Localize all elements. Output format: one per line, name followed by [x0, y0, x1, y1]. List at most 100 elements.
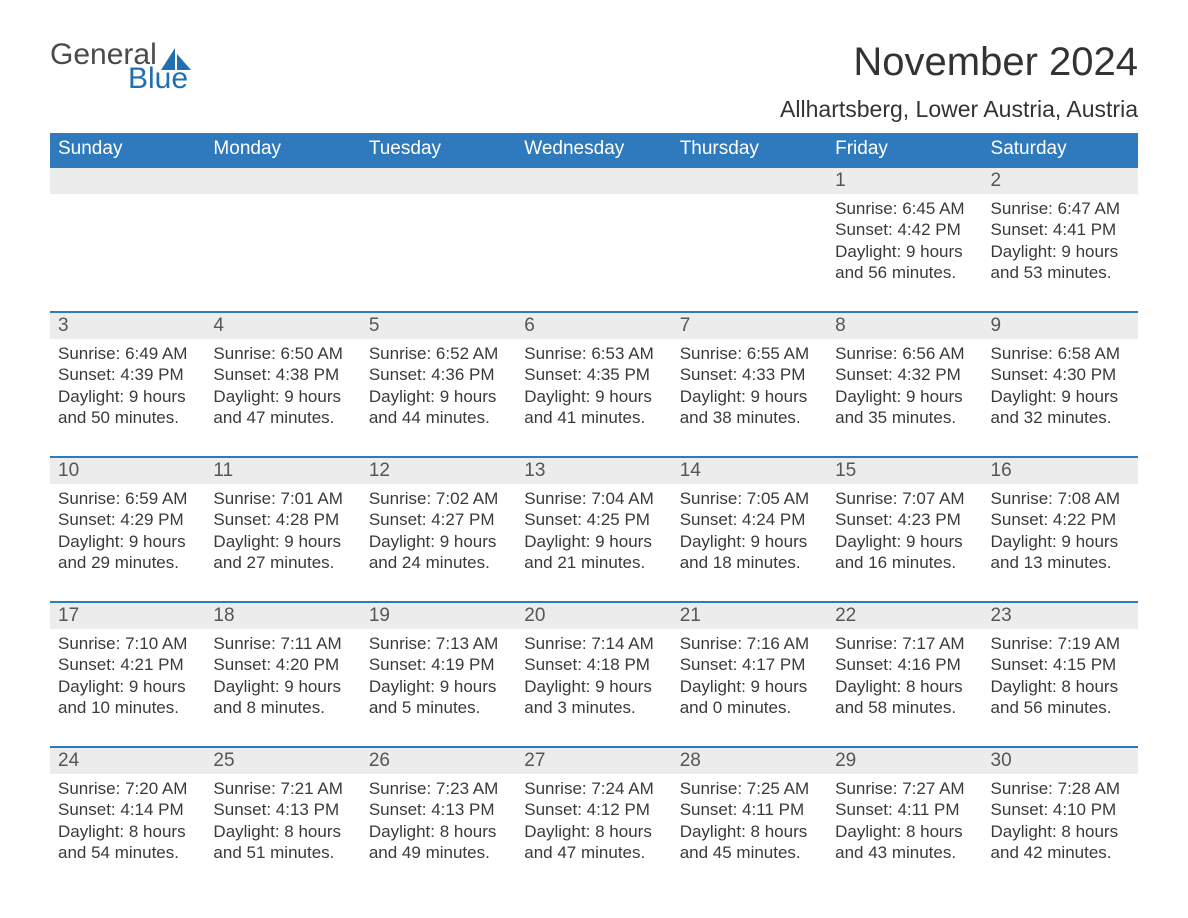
day-body: Sunrise: 7:01 AMSunset: 4:28 PMDaylight:… [205, 484, 360, 573]
day-body: Sunrise: 7:04 AMSunset: 4:25 PMDaylight:… [516, 484, 671, 573]
day-cell: 26Sunrise: 7:23 AMSunset: 4:13 PMDayligh… [361, 748, 516, 863]
sunset-text: Sunset: 4:35 PM [524, 364, 663, 385]
day-cell: 4Sunrise: 6:50 AMSunset: 4:38 PMDaylight… [205, 313, 360, 428]
day-cell [205, 168, 360, 283]
sunset-text: Sunset: 4:23 PM [835, 509, 974, 530]
sunrise-text: Sunrise: 6:55 AM [680, 343, 819, 364]
day-number: 10 [50, 458, 205, 484]
day-body: Sunrise: 7:10 AMSunset: 4:21 PMDaylight:… [50, 629, 205, 718]
week-row: 10Sunrise: 6:59 AMSunset: 4:29 PMDayligh… [50, 456, 1138, 573]
sunrise-text: Sunrise: 6:56 AM [835, 343, 974, 364]
day-body: Sunrise: 7:23 AMSunset: 4:13 PMDaylight:… [361, 774, 516, 863]
day-cell: 15 Sunrise: 7:07 AMSunset: 4:23 PMDayligh… [827, 458, 982, 573]
day-number: 5 [361, 313, 516, 339]
day-body: Sunrise: 6:52 AMSunset: 4:36 PMDaylight:… [361, 339, 516, 428]
daylight-text: Daylight: 8 hours and 58 minutes. [835, 676, 974, 719]
day-number: 19 [361, 603, 516, 629]
sunset-text: Sunset: 4:17 PM [680, 654, 819, 675]
daylight-text: Daylight: 8 hours and 56 minutes. [991, 676, 1130, 719]
daylight-text: Daylight: 9 hours and 21 minutes. [524, 531, 663, 574]
day-body: Sunrise: 7:24 AMSunset: 4:12 PMDaylight:… [516, 774, 671, 863]
sunrise-text: Sunrise: 6:47 AM [991, 198, 1130, 219]
daylight-text: Daylight: 9 hours and 27 minutes. [213, 531, 352, 574]
daylight-text: Daylight: 9 hours and 44 minutes. [369, 386, 508, 429]
day-cell: 6Sunrise: 6:53 AMSunset: 4:35 PMDaylight… [516, 313, 671, 428]
day-number: 30 [983, 748, 1138, 774]
day-cell: 7Sunrise: 6:55 AMSunset: 4:33 PMDaylight… [672, 313, 827, 428]
week-row: 24Sunrise: 7:20 AMSunset: 4:14 PMDayligh… [50, 746, 1138, 863]
sunrise-text: Sunrise: 7:17 AM [835, 633, 974, 654]
daylight-text: Daylight: 9 hours and 29 minutes. [58, 531, 197, 574]
day-body: Sunrise: 7:11 AMSunset: 4:20 PMDaylight:… [205, 629, 360, 718]
daylight-text: Daylight: 9 hours and 5 minutes. [369, 676, 508, 719]
day-cell: 25Sunrise: 7:21 AMSunset: 4:13 PMDayligh… [205, 748, 360, 863]
day-number: 21 [672, 603, 827, 629]
sunrise-text: Sunrise: 7:23 AM [369, 778, 508, 799]
day-cell: 18Sunrise: 7:11 AMSunset: 4:20 PMDayligh… [205, 603, 360, 718]
daylight-text: Daylight: 9 hours and 53 minutes. [991, 241, 1130, 284]
day-cell: 23Sunrise: 7:19 AMSunset: 4:15 PMDayligh… [983, 603, 1138, 718]
sunset-text: Sunset: 4:14 PM [58, 799, 197, 820]
day-number: 12 [361, 458, 516, 484]
day-number: 9 [983, 313, 1138, 339]
weekday-header-row: SundayMondayTuesdayWednesdayThursdayFrid… [50, 133, 1138, 166]
day-number: 23 [983, 603, 1138, 629]
day-cell: 29Sunrise: 7:27 AMSunset: 4:11 PMDayligh… [827, 748, 982, 863]
sunset-text: Sunset: 4:20 PM [213, 654, 352, 675]
day-body [516, 194, 671, 198]
sunrise-text: Sunrise: 7:10 AM [58, 633, 197, 654]
day-number: 29 [827, 748, 982, 774]
sunset-text: Sunset: 4:13 PM [213, 799, 352, 820]
day-cell [672, 168, 827, 283]
day-body: Sunrise: 7:20 AMSunset: 4:14 PMDaylight:… [50, 774, 205, 863]
daylight-text: Daylight: 8 hours and 51 minutes. [213, 821, 352, 864]
day-number: 14 [672, 458, 827, 484]
sunrise-text: Sunrise: 6:53 AM [524, 343, 663, 364]
day-body: Sunrise: 6:47 AMSunset: 4:41 PMDaylight:… [983, 194, 1138, 283]
day-number: 17 [50, 603, 205, 629]
sunrise-text: Sunrise: 7:05 AM [680, 488, 819, 509]
day-body: Sunrise: 6:55 AMSunset: 4:33 PMDaylight:… [672, 339, 827, 428]
sunrise-text: Sunrise: 7:07 AM [835, 488, 974, 509]
day-cell: 21Sunrise: 7:16 AMSunset: 4:17 PMDayligh… [672, 603, 827, 718]
day-number: 27 [516, 748, 671, 774]
header-row: General Blue November 2024 Allhartsberg,… [50, 40, 1138, 123]
daylight-text: Daylight: 9 hours and 24 minutes. [369, 531, 508, 574]
day-cell: 19Sunrise: 7:13 AMSunset: 4:19 PMDayligh… [361, 603, 516, 718]
sunset-text: Sunset: 4:11 PM [680, 799, 819, 820]
day-number: 25 [205, 748, 360, 774]
sunrise-text: Sunrise: 6:49 AM [58, 343, 197, 364]
day-cell: 14Sunrise: 7:05 AMSunset: 4:24 PMDayligh… [672, 458, 827, 573]
day-cell: 12Sunrise: 7:02 AMSunset: 4:27 PMDayligh… [361, 458, 516, 573]
day-body: Sunrise: 6:49 AMSunset: 4:39 PMDaylight:… [50, 339, 205, 428]
sunrise-text: Sunrise: 7:16 AM [680, 633, 819, 654]
day-number: 15 [827, 458, 982, 484]
weekday-header-cell: Saturday [983, 133, 1138, 166]
daylight-text: Daylight: 9 hours and 56 minutes. [835, 241, 974, 284]
day-body [50, 194, 205, 198]
day-cell: 2Sunrise: 6:47 AMSunset: 4:41 PMDaylight… [983, 168, 1138, 283]
month-title: November 2024 [780, 40, 1138, 84]
day-body: Sunrise: 7:17 AMSunset: 4:16 PMDaylight:… [827, 629, 982, 718]
day-body: Sunrise: 7:25 AMSunset: 4:11 PMDaylight:… [672, 774, 827, 863]
daylight-text: Daylight: 9 hours and 50 minutes. [58, 386, 197, 429]
sunset-text: Sunset: 4:11 PM [835, 799, 974, 820]
day-body: Sunrise: 7:08 AMSunset: 4:22 PMDaylight:… [983, 484, 1138, 573]
week-row: 17Sunrise: 7:10 AMSunset: 4:21 PMDayligh… [50, 601, 1138, 718]
day-cell: 22Sunrise: 7:17 AMSunset: 4:16 PMDayligh… [827, 603, 982, 718]
day-number: 4 [205, 313, 360, 339]
day-body: Sunrise: 6:50 AMSunset: 4:38 PMDaylight:… [205, 339, 360, 428]
day-body: Sunrise: 7:13 AMSunset: 4:19 PMDaylight:… [361, 629, 516, 718]
day-number: 6 [516, 313, 671, 339]
daylight-text: Daylight: 9 hours and 8 minutes. [213, 676, 352, 719]
sunrise-text: Sunrise: 7:27 AM [835, 778, 974, 799]
day-number: 26 [361, 748, 516, 774]
daylight-text: Daylight: 9 hours and 16 minutes. [835, 531, 974, 574]
daylight-text: Daylight: 9 hours and 32 minutes. [991, 386, 1130, 429]
day-body: Sunrise: 7:02 AMSunset: 4:27 PMDaylight:… [361, 484, 516, 573]
daylight-text: Daylight: 9 hours and 3 minutes. [524, 676, 663, 719]
calendar-page: General Blue November 2024 Allhartsberg,… [0, 0, 1188, 913]
sunrise-text: Sunrise: 7:11 AM [213, 633, 352, 654]
daylight-text: Daylight: 8 hours and 45 minutes. [680, 821, 819, 864]
sunset-text: Sunset: 4:13 PM [369, 799, 508, 820]
